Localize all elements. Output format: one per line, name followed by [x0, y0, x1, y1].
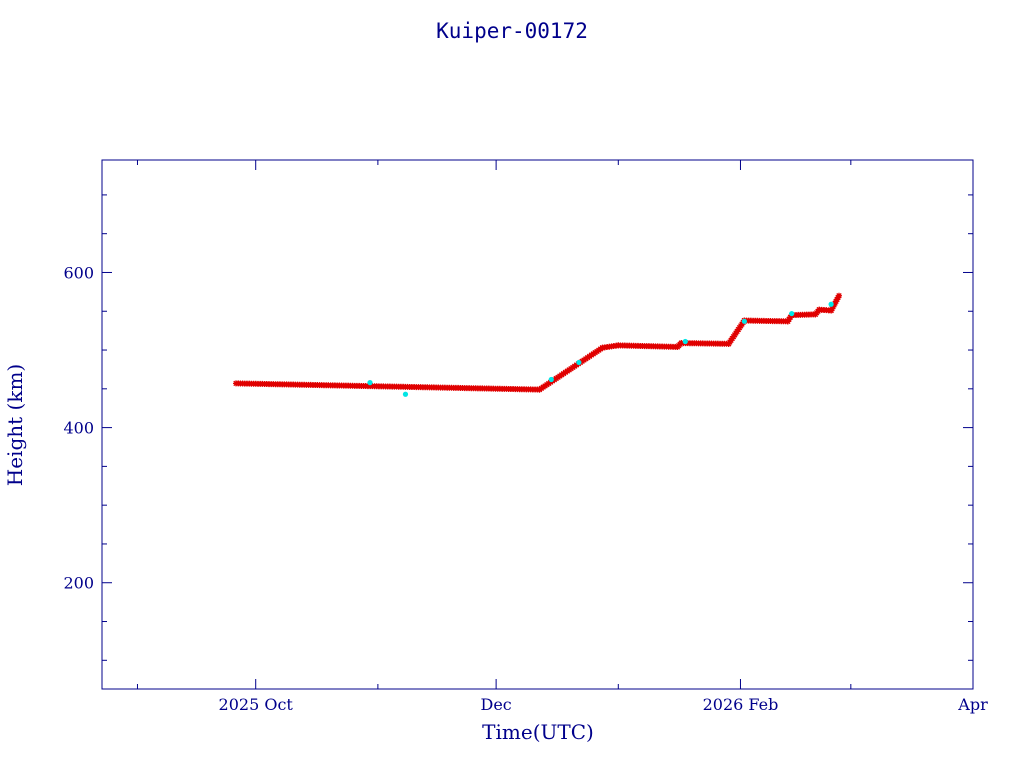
data-point	[682, 338, 688, 345]
y-axis-label: Height (km)	[3, 364, 27, 486]
y-tick-label: 200	[63, 574, 94, 593]
chart-title: Kuiper-00172	[436, 19, 588, 43]
data-point	[836, 292, 842, 299]
data-point	[741, 318, 748, 324]
y-tick-label: 400	[63, 419, 94, 438]
plot-frame	[101, 159, 974, 690]
x-axis-label: Time(UTC)	[482, 720, 594, 744]
x-tick-label: 2026 Feb	[703, 695, 779, 714]
data-marks	[233, 292, 842, 397]
data-point	[789, 310, 795, 317]
data-point	[548, 376, 554, 383]
axis-ticks	[102, 160, 974, 689]
y-tick-labels: 200 400 600	[63, 263, 94, 592]
x-tick-label: Dec	[480, 695, 511, 714]
series-0	[233, 292, 842, 393]
data-point	[576, 359, 582, 366]
y-tick-label: 600	[63, 263, 94, 282]
data-point	[402, 391, 409, 397]
x-tick-label: 2025 Oct	[219, 695, 294, 714]
data-point	[367, 380, 373, 386]
x-tick-label: Apr	[957, 695, 988, 714]
series-1	[367, 301, 834, 397]
data-point	[828, 301, 834, 307]
x-tick-labels: 2025 Oct Dec 2026 Feb Apr	[219, 695, 989, 714]
